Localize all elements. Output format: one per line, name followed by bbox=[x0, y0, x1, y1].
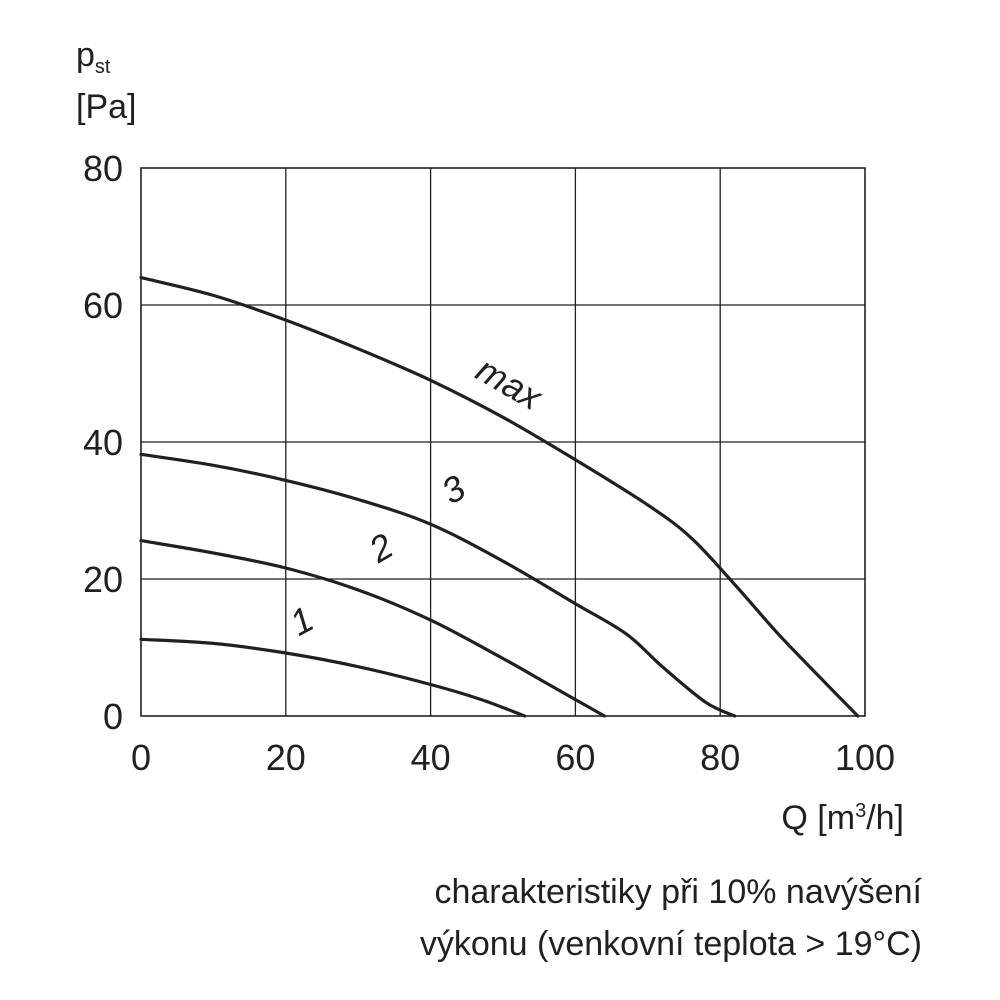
y-tick-label: 60 bbox=[83, 285, 123, 326]
chart-caption: charakteristiky při 10% navýšení výkonu … bbox=[22, 866, 922, 970]
y-tick-label: 80 bbox=[83, 148, 123, 189]
y-tick-label: 0 bbox=[103, 696, 123, 737]
series-line-2 bbox=[139, 539, 606, 718]
caption-line-1: charakteristiky při 10% navýšení bbox=[434, 873, 922, 911]
y-tick-label: 20 bbox=[83, 559, 123, 600]
x-axis-label-exponent: 3 bbox=[855, 800, 867, 822]
series-line-max bbox=[139, 276, 860, 718]
x-axis-label-main: Q [m bbox=[781, 799, 856, 837]
series-line-3 bbox=[139, 452, 737, 718]
x-tick-label: 20 bbox=[266, 737, 306, 778]
series-label-max: max bbox=[470, 348, 551, 419]
plot-frame bbox=[140, 167, 866, 717]
series-label-2: 2 bbox=[361, 525, 400, 571]
x-tick-label: 60 bbox=[555, 737, 595, 778]
series-label-3: 3 bbox=[434, 467, 472, 513]
x-tick-label: 100 bbox=[835, 737, 895, 778]
y-tick-label: 40 bbox=[83, 422, 123, 463]
series-label-1: 1 bbox=[283, 598, 320, 644]
caption-line-2: výkonu (venkovní teplota > 19°C) bbox=[419, 925, 922, 963]
y-axis-subscript: st bbox=[94, 56, 111, 78]
x-axis-label: Q [m3/h] bbox=[781, 794, 904, 835]
x-tick-label: 80 bbox=[700, 737, 740, 778]
x-axis-label-end: /h] bbox=[866, 799, 904, 837]
series-line-1 bbox=[139, 637, 527, 718]
y-axis-label: pst bbox=[76, 38, 110, 84]
y-axis-unit: [Pa] bbox=[76, 88, 137, 126]
x-tick-label: 0 bbox=[131, 737, 151, 778]
y-axis-symbol: p bbox=[76, 36, 95, 74]
x-tick-label: 40 bbox=[411, 737, 451, 778]
